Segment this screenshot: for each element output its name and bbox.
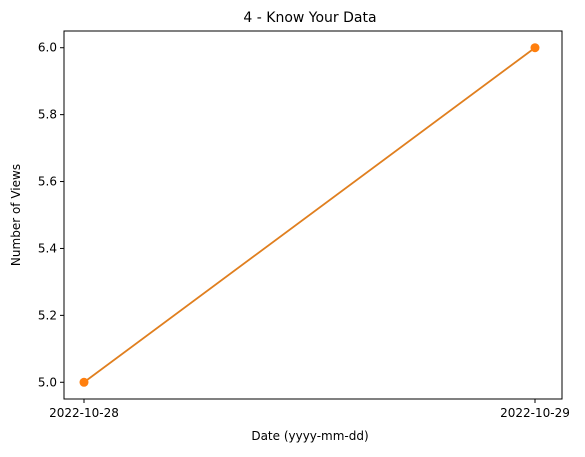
y-tick-label: 5.0 bbox=[38, 375, 57, 389]
y-tick-label: 5.2 bbox=[38, 308, 57, 322]
plot-frame bbox=[64, 31, 562, 399]
x-tick-label: 2022-10-28 bbox=[49, 406, 119, 420]
y-tick-label: 5.6 bbox=[38, 175, 57, 189]
y-tick-label: 5.8 bbox=[38, 108, 57, 122]
plot-area bbox=[80, 43, 540, 387]
x-axis-label: Date (yyyy-mm-dd) bbox=[251, 429, 368, 443]
y-tick-label: 5.4 bbox=[38, 241, 57, 255]
data-point bbox=[531, 43, 540, 52]
series-line bbox=[84, 48, 535, 383]
y-axis-label: Number of Views bbox=[9, 164, 23, 266]
x-tick-label: 2022-10-29 bbox=[500, 406, 570, 420]
data-point bbox=[80, 378, 89, 387]
chart-title: 4 - Know Your Data bbox=[243, 10, 376, 26]
y-tick-label: 6.0 bbox=[38, 41, 57, 55]
